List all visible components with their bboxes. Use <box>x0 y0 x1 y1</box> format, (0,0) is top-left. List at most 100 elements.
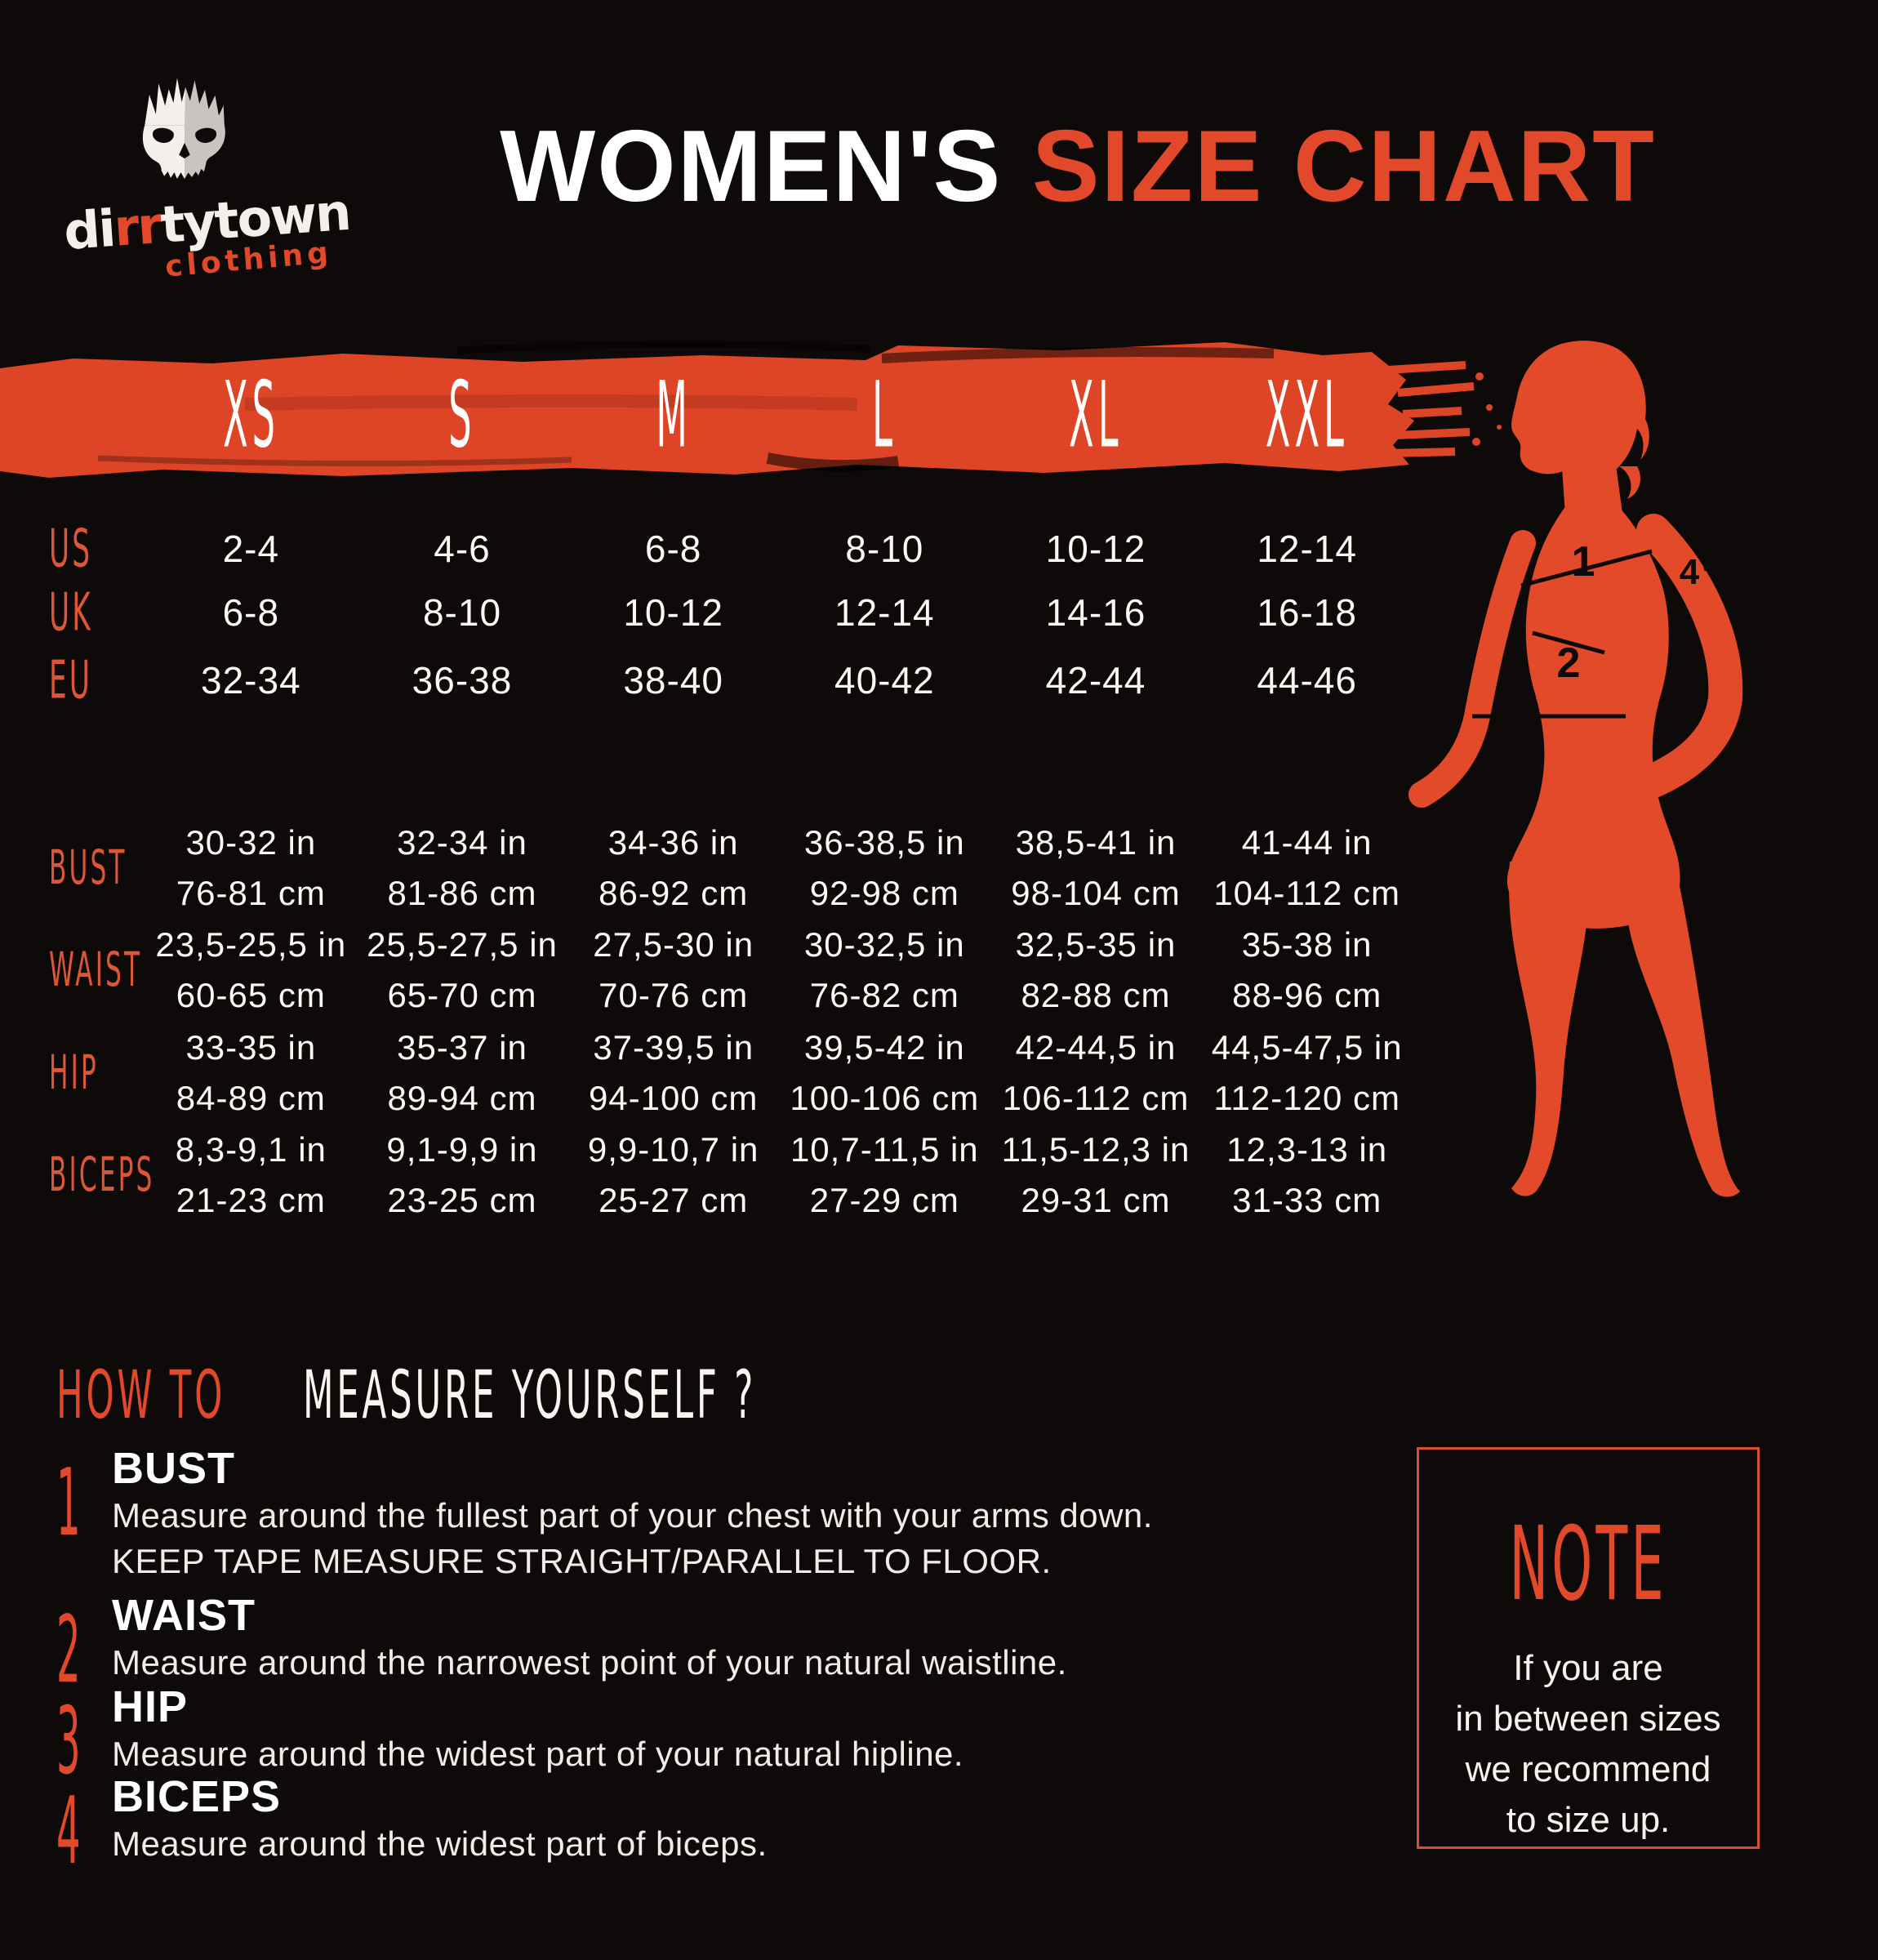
how-to-item-hip: 3 HIP Measure around the widest part of … <box>56 1682 964 1795</box>
table-cell: 27,5-30 in 70-76 cm <box>593 925 754 1014</box>
table-cell: 32-34 <box>201 659 301 702</box>
figure-marker-2: 2 <box>1557 639 1581 687</box>
page-title-part2: SIZE CHART <box>1031 110 1656 223</box>
size-label: L <box>872 361 897 468</box>
how-to-heading: HOW TO MEASURE YOURSELF ? <box>56 1352 907 1437</box>
conversion-row-uk: UK 6-8 8-10 10-12 12-14 14-16 16-18 <box>49 582 1413 643</box>
table-cell: 2-4 <box>222 528 280 570</box>
row-label-biceps: BICEPS <box>49 1147 155 1203</box>
how-to-title: BICEPS <box>112 1772 282 1821</box>
table-cell: 38,5-41 in 98-104 cm <box>1011 823 1181 912</box>
how-to-text: KEEP TAPE MEASURE STRAIGHT/PARALLEL TO F… <box>112 1542 1052 1580</box>
brush-stroke-banner <box>0 340 1502 478</box>
row-label-bust: BUST <box>49 840 127 896</box>
table-cell: 8,3-9,1 in 21-23 cm <box>175 1130 327 1219</box>
table-cell: 6-8 <box>644 528 702 570</box>
table-cell: 14-16 <box>1045 591 1146 634</box>
how-to-text: Measure around the narrowest point of yo… <box>112 1643 1067 1682</box>
table-cell: 36-38 <box>412 659 513 702</box>
brand-logo: dirrtytown clothing <box>57 49 352 294</box>
page-title: WOMEN'S SIZE CHART <box>351 113 1805 220</box>
size-header-m: M <box>567 361 779 467</box>
how-to-number: 2 <box>56 1596 81 1704</box>
female-silhouette-figure: 1 2 3 4 <box>1408 341 1743 1197</box>
measurement-row-biceps: BICEPS 8,3-9,1 in 21-23 cm 9,1-9,9 in 23-2… <box>49 1125 1413 1226</box>
figure-arm-hanging <box>1408 530 1536 808</box>
how-to-title: WAIST <box>112 1591 256 1640</box>
skull-crown-logo-icon <box>142 78 225 180</box>
table-cell: 41-44 in 104-112 cm <box>1213 823 1400 912</box>
table-cell: 16-18 <box>1257 591 1357 634</box>
size-header-xl: XL <box>990 361 1202 467</box>
size-header-xxl: XXL <box>1201 361 1413 467</box>
size-label: XS <box>222 361 279 468</box>
table-cell: 36-38,5 in 92-98 cm <box>803 823 965 912</box>
how-to-item-bust: 1 BUST Measure around the fullest part o… <box>56 1444 1153 1584</box>
conversion-row-eu: EU 32-34 36-38 38-40 40-42 42-44 44-46 <box>49 650 1413 710</box>
row-label-hip: HIP <box>49 1045 99 1101</box>
table-cell: 9,1-9,9 in 23-25 cm <box>386 1130 538 1219</box>
how-to-title: HIP <box>112 1682 189 1731</box>
how-to-text: Measure around the widest part of your n… <box>112 1735 964 1773</box>
table-cell: 37-39,5 in 94-100 cm <box>588 1028 759 1117</box>
measurement-lines <box>1472 549 1731 719</box>
table-cell: 9,9-10,7 in 25-27 cm <box>587 1130 759 1219</box>
table-cell: 12-14 <box>1257 528 1357 570</box>
table-cell: 42-44 <box>1045 659 1146 702</box>
size-header-row: XS S M L XL XXL <box>49 359 1413 470</box>
table-cell: 4-6 <box>434 528 491 570</box>
size-label: XXL <box>1266 361 1349 468</box>
how-to-number: 4 <box>56 1777 81 1886</box>
size-label: XL <box>1069 361 1123 468</box>
size-label: M <box>655 361 692 468</box>
measurement-row-hip: HIP 33-35 in 84-89 cm 35-37 in 89-94 cm 37… <box>49 1022 1413 1124</box>
how-to-text: Measure around the fullest part of your … <box>112 1496 1153 1535</box>
table-cell: 10,7-11,5 in 27-29 cm <box>790 1130 979 1219</box>
table-cell: 30-32 in 76-81 cm <box>176 823 326 912</box>
table-cell: 44-46 <box>1257 659 1357 702</box>
brand-word-accent: rr <box>112 194 163 258</box>
how-to-heading-accent: HOW TO <box>56 1356 226 1434</box>
table-cell: 34-36 in 86-92 cm <box>599 823 749 912</box>
how-to-number: 1 <box>56 1449 81 1557</box>
size-header-l: L <box>779 361 990 467</box>
conversion-row-us: US 2-4 4-6 6-8 8-10 10-12 12-14 <box>49 519 1413 579</box>
how-to-item-biceps: 4 BICEPS Measure around the widest part … <box>56 1772 768 1885</box>
table-cell: 35-37 in 89-94 cm <box>387 1028 537 1117</box>
table-cell: 30-32,5 in 76-82 cm <box>803 925 965 1014</box>
note-text: we recommend <box>1465 1749 1711 1789</box>
table-cell: 38-40 <box>623 659 723 702</box>
brand-word-part1: di <box>61 198 117 262</box>
figure-arm-on-hip <box>1627 514 1743 802</box>
table-cell: 44,5-47,5 in 112-120 cm <box>1211 1028 1403 1117</box>
measurement-row-bust: BUST 30-32 in 76-81 cm 32-34 in 81-86 cm 3… <box>49 817 1413 919</box>
size-header-s: S <box>357 361 568 467</box>
table-cell: 39,5-42 in 100-106 cm <box>790 1028 980 1117</box>
row-label-uk: UK <box>49 582 93 643</box>
table-cell: 32-34 in 81-86 cm <box>387 823 537 912</box>
size-label: S <box>448 361 476 468</box>
table-cell: 6-8 <box>222 591 280 634</box>
page-title-part1: WOMEN'S <box>500 110 1003 223</box>
size-header-xs: XS <box>145 361 357 467</box>
row-label-eu: EU <box>49 650 93 710</box>
table-cell: 25,5-27,5 in 65-70 cm <box>367 925 558 1014</box>
table-cell: 32,5-35 in 82-88 cm <box>1015 925 1177 1014</box>
table-cell: 10-12 <box>1045 528 1146 570</box>
table-cell: 35-38 in 88-96 cm <box>1232 925 1382 1014</box>
how-to-heading-rest: MEASURE YOURSELF ? <box>303 1356 757 1434</box>
figure-marker-3: 3 <box>1500 716 1524 764</box>
table-cell: 8-10 <box>422 591 502 634</box>
how-to-text: Measure around the widest part of biceps… <box>112 1824 768 1863</box>
table-cell: 10-12 <box>623 591 723 634</box>
note-text: in between sizes <box>1455 1699 1721 1739</box>
table-cell: 8-10 <box>845 528 924 570</box>
how-to-number: 3 <box>56 1687 81 1796</box>
table-cell: 12-14 <box>834 591 935 634</box>
table-cell: 42-44,5 in 106-112 cm <box>1002 1028 1190 1117</box>
table-cell: 11,5-12,3 in 29-31 cm <box>1001 1130 1190 1219</box>
table-cell: 12,3-13 in 31-33 cm <box>1226 1130 1388 1219</box>
table-cell: 40-42 <box>834 659 935 702</box>
note-box: NOTE If you are in between sizes we reco… <box>1417 1447 1760 1849</box>
